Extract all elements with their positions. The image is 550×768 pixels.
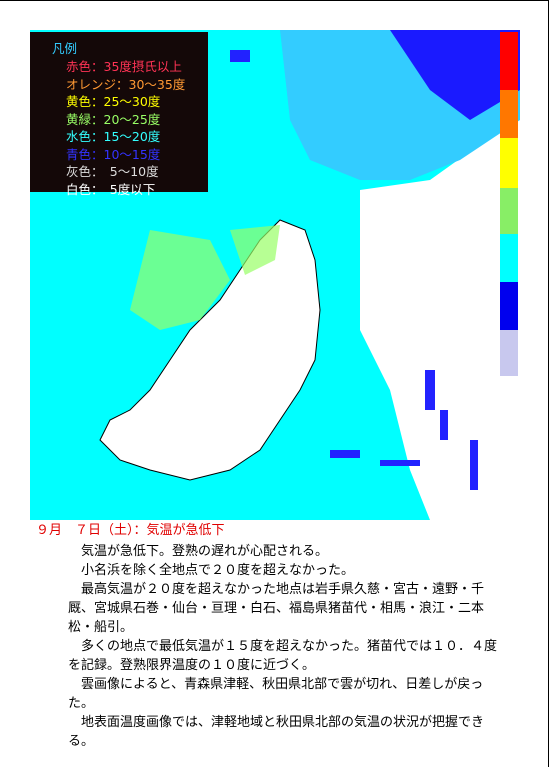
cold-zone — [390, 30, 520, 120]
cloud-speckles — [230, 50, 478, 490]
paragraph: 雲画像によると、青森県津軽、秋田県北部で雲が切れ、日差しが戻った。 — [68, 677, 484, 711]
speckle — [230, 50, 250, 62]
bar-red — [500, 32, 518, 90]
temperature-map — [30, 30, 520, 520]
speckle — [440, 410, 448, 440]
speckle — [470, 440, 478, 490]
warm-patch — [130, 230, 230, 330]
bar-blue — [500, 282, 518, 330]
legend-item: 赤色：35度摂氏以上 — [66, 59, 182, 74]
paragraph: 小名浜を除く全地点で２０度を超えなかった。 — [81, 563, 355, 578]
legend-title: 凡例 — [52, 41, 78, 56]
legend-item: 黄緑：20～25度 — [66, 111, 161, 127]
legend-item: 黄色：25～30度 — [66, 94, 161, 109]
cloud-area — [360, 30, 520, 520]
body-text: 気温が急低下。登熟の遅れが心配される。小名浜を除く全地点で２０度を超えなかった。… — [68, 542, 500, 751]
speckle — [330, 450, 360, 458]
legend-item: 灰色： 5～10度 — [66, 164, 159, 179]
legend-item: 青色：10～15度 — [66, 146, 161, 162]
warm-patch — [230, 225, 280, 275]
bar-orange — [500, 90, 518, 138]
legend: 凡例 赤色：35度摂氏以上 オレンジ：30～35度 黄色：25～30度 黄緑：20～2… — [30, 32, 208, 197]
color-bar — [500, 32, 518, 376]
legend-item: オレンジ：30～35度 — [66, 76, 186, 92]
paragraph: 気温が急低下。登熟の遅れが心配される。 — [81, 544, 329, 559]
paragraph: 地表面温度画像では、津軽地域と秋田県北部の気温の状況が把握できる。 — [68, 715, 485, 749]
bar-cyan — [500, 234, 518, 282]
tohoku-land — [99, 219, 321, 481]
bar-grey — [500, 330, 518, 376]
speckle — [425, 370, 435, 410]
bar-yellow — [500, 138, 518, 188]
paragraph: 最高気温が２０度を超えなかった地点は岩手県久慈・宮古・遠野・千厩、宮城県石巻・仙… — [68, 582, 485, 635]
paragraph: 多くの地点で最低気温が１５度を超えなかった。猪苗代では１０．４度を記録。登熟限界… — [68, 639, 498, 673]
heading: ９月 ７日（土）：気温が急低下 — [36, 523, 225, 538]
speckle — [380, 460, 420, 466]
legend-item: 白色： 5度以下 — [66, 181, 156, 197]
legend-item: 水色：15～20度 — [66, 129, 161, 144]
bar-green — [500, 188, 518, 234]
